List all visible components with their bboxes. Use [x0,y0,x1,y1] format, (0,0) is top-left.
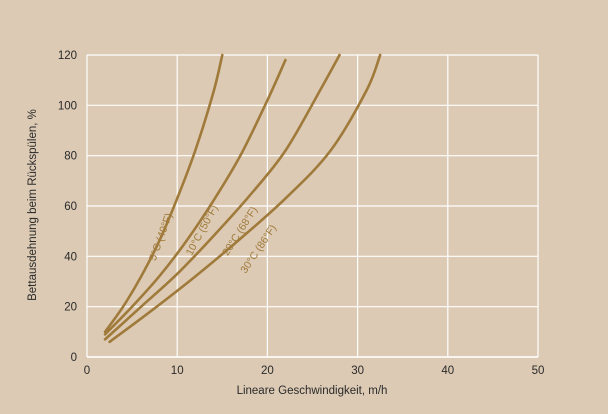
x-tick-label: 10 [171,365,184,377]
series-line [108,53,382,344]
y-tick-label: 120 [58,50,77,62]
series-line [103,53,341,341]
series-layer [103,53,382,344]
x-tick-label: 0 [84,365,90,377]
y-tick-label: 0 [71,352,77,364]
y-tick-label: 20 [64,302,77,314]
y-tick-label: 80 [64,151,77,163]
series-line [103,58,287,336]
y-tick-label: 100 [58,100,77,112]
series-line [103,53,224,334]
x-tick-label: 40 [441,365,454,377]
x-tick-label: 20 [261,365,274,377]
y-tick-label: 60 [64,201,77,213]
series-label: 5°C (40°F) [147,211,175,262]
curve-labels: 5°C (40°F) 10°C (50°F) 20°C (68°F)30°C (86… [147,203,279,276]
tick-labels: 0 10 20 30 40 50 0 20 40 60 80 100 120 [58,50,545,377]
x-tick-label: 50 [532,365,545,377]
y-tick-label: 40 [64,251,77,263]
grid [86,54,539,358]
x-tick-label: 30 [351,365,364,377]
y-axis-label: Bettausdehnung beim Rückspülen, % [27,109,39,301]
x-axis-label: Lineare Geschwindigkeit, m/h [237,385,388,397]
